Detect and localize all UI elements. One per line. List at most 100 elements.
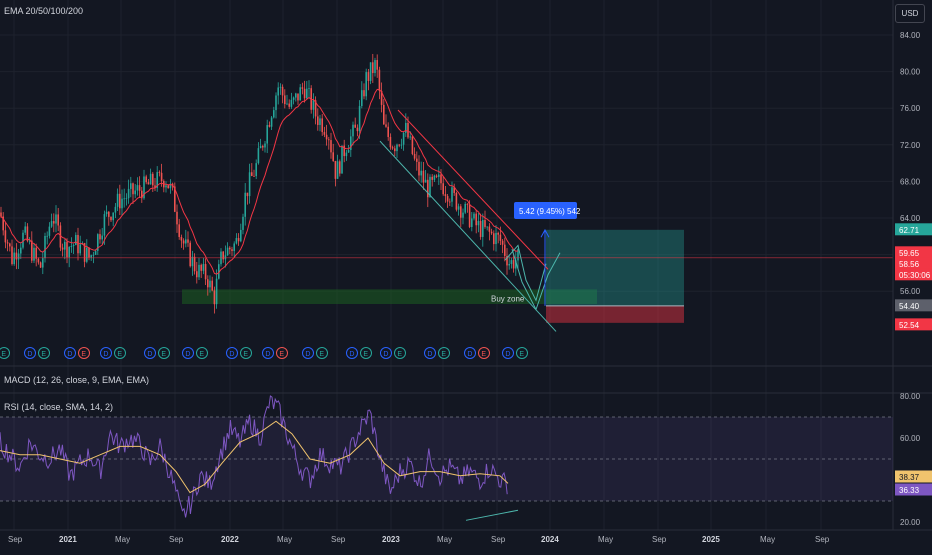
long-position-tool[interactable] — [546, 229, 684, 323]
candle-body — [372, 62, 374, 74]
candle-body — [262, 145, 264, 148]
currency-button[interactable]: USD — [895, 4, 925, 23]
candle-body — [420, 170, 422, 176]
candle-body — [211, 280, 213, 291]
candle-body — [26, 226, 29, 241]
candle-body — [440, 174, 442, 184]
time-axis[interactable]: Sep 2021 May Sep 2022 May Sep 2023 May Sep 2024 May… — [8, 535, 830, 544]
earnings-marker-ring — [100, 347, 112, 359]
earnings-marker-ring — [438, 347, 450, 359]
candle-body — [444, 194, 447, 197]
candle-body — [174, 186, 176, 212]
candle-body — [482, 220, 484, 237]
candle-body — [484, 220, 486, 227]
earnings-marker-ring — [360, 347, 372, 359]
candle-body — [325, 134, 328, 140]
earnings-marker-ring — [302, 347, 314, 359]
earnings-marker-ring — [182, 347, 194, 359]
measure-arrow — [540, 228, 550, 238]
candle-body — [92, 254, 95, 256]
channel-lower — [379, 140, 557, 332]
candle-body — [405, 122, 407, 133]
measure-label-text: 5.42 (9.45%) 542 — [519, 207, 581, 216]
buy-zone[interactable]: Buy zone — [182, 289, 597, 305]
pane-separators — [0, 0, 932, 531]
earnings-marker-letter: E — [41, 351, 46, 358]
candle-body — [468, 204, 471, 227]
candle-body — [508, 263, 510, 266]
candle-body — [55, 214, 57, 224]
earnings-marker-ring — [226, 347, 238, 359]
time-tick-6: Sep — [331, 535, 346, 544]
candle-body — [90, 255, 92, 258]
price-labels: 62.71 59.65 58.56 05:30:06 54.40 52.54 38.37 36… — [895, 223, 932, 496]
candle-body — [167, 185, 169, 189]
earnings-marker-letter: E — [117, 351, 122, 358]
candle-body — [321, 118, 323, 133]
candle-body — [130, 183, 132, 189]
candle-body — [79, 244, 81, 254]
earnings-marker-letter: E — [243, 351, 248, 358]
candle-body — [244, 192, 246, 217]
candle-body — [103, 214, 106, 236]
candle-body — [413, 153, 416, 159]
candle-body — [180, 236, 183, 241]
price-tick-5: 64.00 — [900, 214, 921, 223]
price-tick-4: 68.00 — [900, 177, 921, 186]
candle-body — [72, 245, 75, 246]
candle-body — [328, 139, 330, 141]
candle-body — [464, 203, 466, 213]
candle-body — [77, 234, 79, 254]
candle-body — [303, 88, 306, 99]
candle-body — [466, 203, 469, 205]
candle-body — [323, 132, 326, 135]
candle-body — [75, 234, 77, 246]
earnings-marker-letter: D — [229, 351, 234, 358]
earnings-marker-letter: E — [519, 351, 524, 358]
candle-body — [229, 247, 231, 250]
earnings-marker-letter: D — [427, 351, 432, 358]
earnings-marker-letter: E — [441, 351, 446, 358]
candle-body — [213, 290, 216, 305]
candle-body — [504, 244, 506, 256]
candle-body — [339, 161, 341, 174]
earnings-marker-letter: D — [349, 351, 354, 358]
candle-body — [154, 185, 156, 188]
rsi-pane — [0, 395, 893, 521]
candle-body — [233, 243, 235, 251]
time-tick-15: Sep — [815, 535, 830, 544]
candle-body — [158, 172, 161, 173]
earnings-marker-ring — [64, 347, 76, 359]
earnings-marker-letter: E — [363, 351, 368, 358]
rsi-line — [0, 395, 508, 518]
earnings-marker-letter: D — [27, 351, 32, 358]
candle-body — [460, 206, 462, 218]
candle-body — [193, 256, 196, 272]
rsi-legend-label[interactable]: RSI (14, close, SMA, 14, 2) — [4, 402, 114, 412]
candle-body — [332, 152, 334, 161]
candle-body — [409, 136, 411, 138]
earnings-marker-ring — [24, 347, 36, 359]
price-label-text: 62.71 — [899, 226, 920, 235]
price-label-box — [895, 246, 932, 259]
candle-body — [138, 185, 141, 191]
candle-body — [499, 234, 502, 241]
drawings[interactable]: 5.42 (9.45%) 542 — [0, 109, 893, 332]
earnings-marker-ring — [38, 347, 50, 359]
candle-body — [295, 93, 297, 98]
ema-legend-label[interactable]: EMA 20/50/100/200 — [4, 6, 84, 16]
time-tick-3: Sep — [169, 535, 184, 544]
earnings-marker-letter: D — [185, 351, 190, 358]
price-label-box — [895, 223, 932, 236]
earnings-marker-ring — [262, 347, 274, 359]
candle-body — [112, 212, 114, 221]
price-label-text: 05:30:06 — [899, 271, 931, 280]
time-tick-12: Sep — [652, 535, 667, 544]
candle-body — [222, 251, 224, 260]
macd-legend-label[interactable]: MACD (12, 26, close, 9, EMA, EMA) — [4, 375, 150, 385]
candles — [0, 53, 519, 314]
candle-body — [218, 264, 220, 279]
candle-body — [345, 152, 348, 157]
